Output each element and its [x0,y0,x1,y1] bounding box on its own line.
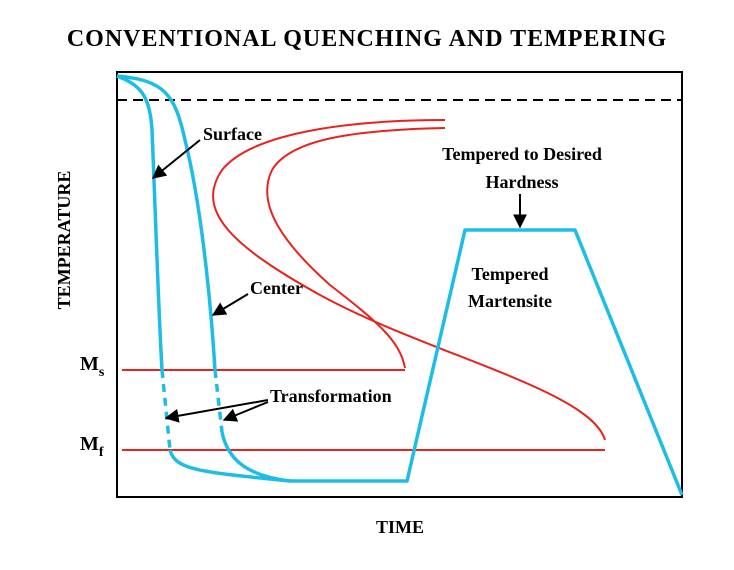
x-axis-label: TIME [376,517,424,537]
symbol: M [80,433,99,455]
center-tail [220,431,291,483]
arrow [222,401,269,422]
surface-tail [168,449,291,483]
label: Martensite [468,291,552,311]
y-axis-label: TEMPERATURE [54,171,74,310]
label: Tempered [471,264,548,284]
finish-curve [212,119,606,441]
plot-frame [116,71,683,498]
surface-curve [116,74,164,371]
surface-transform [160,369,172,451]
title: CONVENTIONAL QUENCHING AND TEMPERING [67,26,667,52]
temper-cycle [290,228,684,496]
label: Transformation [270,386,392,406]
subscript: s [99,365,105,380]
label: Surface [203,124,262,144]
arrow [211,293,249,316]
label: Hardness [485,172,558,192]
center-curve [116,74,217,371]
subscript: f [99,445,104,460]
arrow [164,399,269,423]
symbol: M [80,353,99,375]
arrow [151,139,201,179]
label: Center [250,278,303,298]
label: Tempered to Desired [442,144,602,164]
ms-label: Ms [80,353,105,380]
center-transform [213,369,224,433]
mf-label: Mf [80,433,104,460]
start-curve [266,127,446,369]
